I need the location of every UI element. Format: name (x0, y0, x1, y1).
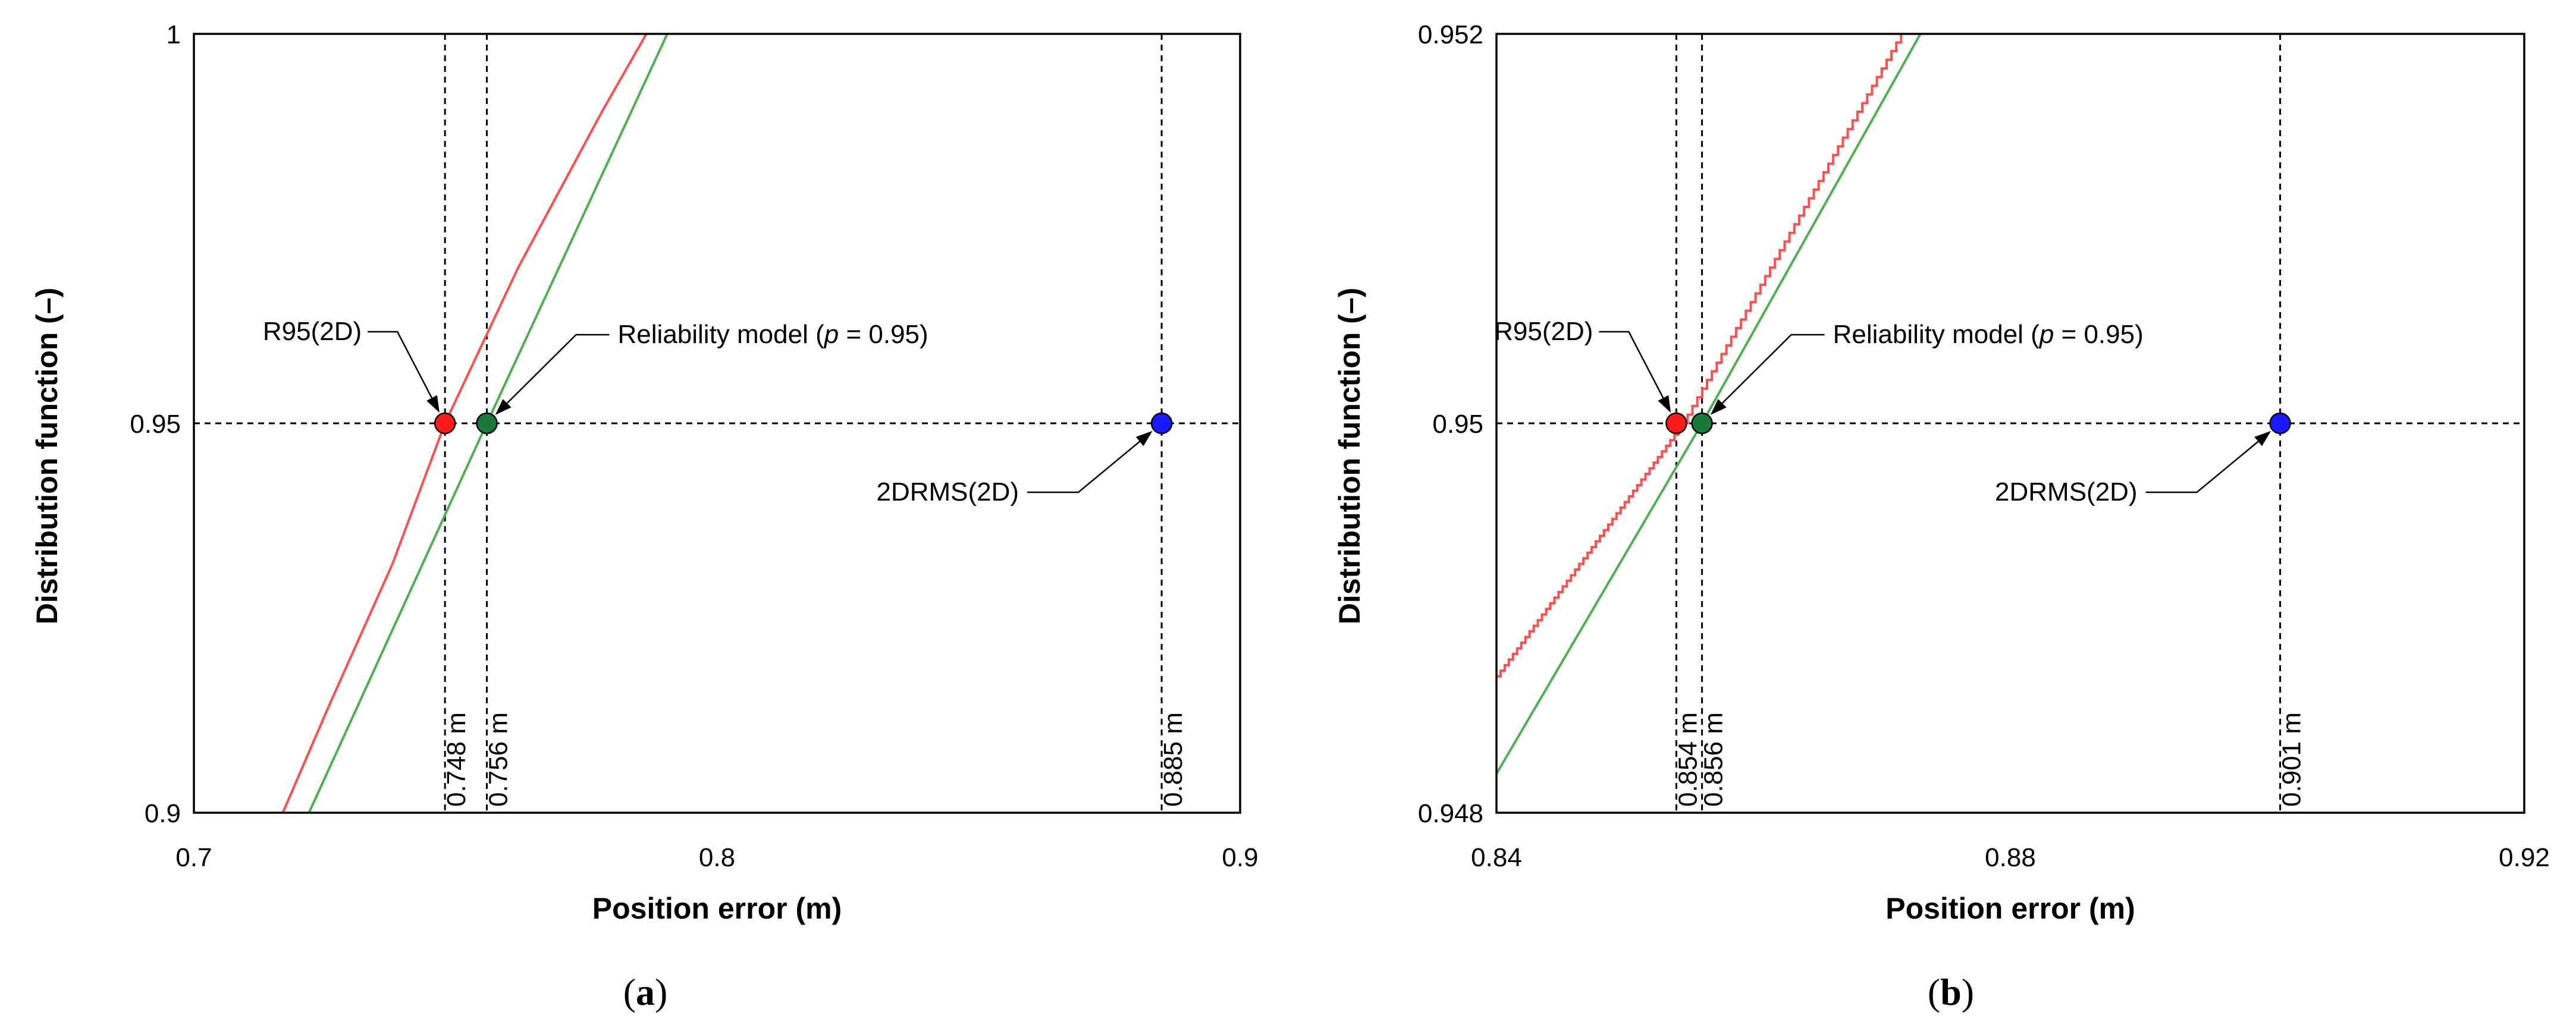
drms-arrowhead (2254, 430, 2271, 446)
panel-label: (a) (623, 971, 668, 1013)
plot-frame (1495, 33, 2525, 814)
vline-label-r95: 0.854 m (1673, 712, 1702, 807)
panel-label-letter: b (1940, 971, 1962, 1013)
y-tick-0: 0.948 (1418, 799, 1483, 828)
drms-annotation: 2DRMS(2D) (1995, 477, 2138, 507)
point-2drms (1150, 412, 1173, 435)
point-reliability-model (476, 412, 498, 435)
model-annotation-p: p (823, 320, 839, 349)
model-leader (506, 334, 610, 404)
vline-label-model: 0.756 m (484, 712, 513, 807)
model-arrowhead (1710, 399, 1727, 415)
r95-annotation: R95(2D) (1494, 317, 1593, 346)
point-r95 (1665, 412, 1687, 435)
panel-a: 0.7 0.8 0.9 0.9 0.95 1 Position error (m… (30, 20, 1259, 1013)
y-tick-2: 0.952 (1418, 20, 1483, 49)
r95-arrowhead (1658, 395, 1671, 413)
x-tick-2: 0.92 (2499, 843, 2550, 872)
model-annotation-p: p (2038, 320, 2054, 349)
y-tick-0: 0.9 (145, 799, 181, 828)
drms-leader (2145, 441, 2259, 493)
model-annotation: Reliability model (p = 0.95) (1833, 320, 2144, 349)
r95-leader (1599, 331, 1664, 398)
vline-label-2drms: 0.885 m (1159, 712, 1188, 807)
model-annotation: Reliability model (p = 0.95) (618, 320, 928, 349)
model-arrowhead (495, 399, 512, 415)
x-tick-0: 0.7 (175, 843, 212, 872)
r95-arrowhead (426, 395, 440, 413)
series-empirical (1496, 34, 1903, 678)
vline-label-2drms: 0.901 m (2277, 712, 2307, 807)
model-annotation-prefix: Reliability model ( (1833, 320, 2040, 349)
r95-leader (368, 331, 433, 398)
point-r95 (434, 412, 456, 435)
point-reliability-model (1691, 412, 1713, 435)
panel-label: (b) (1928, 971, 1974, 1013)
x-tick-0: 0.84 (1471, 843, 1522, 872)
model-annotation-suffix: = 0.95) (2054, 320, 2143, 349)
x-axis-label: Position error (m) (1885, 892, 2135, 925)
y-tick-1: 0.95 (130, 410, 181, 439)
point-2drms (2269, 412, 2291, 435)
x-tick-2: 0.9 (1222, 843, 1258, 872)
vline-label-model: 0.856 m (1699, 712, 1728, 807)
y-tick-2: 1 (167, 20, 181, 49)
model-leader (1721, 334, 1825, 404)
plot-frame (193, 33, 1241, 814)
y-tick-1: 0.95 (1432, 410, 1483, 439)
panel-label-letter: a (636, 971, 655, 1013)
vline-label-r95: 0.748 m (442, 712, 471, 807)
drms-annotation: 2DRMS(2D) (876, 477, 1019, 507)
x-axis-label: Position error (m) (592, 892, 842, 925)
drms-arrowhead (1135, 430, 1153, 446)
panel-b: 0.84 0.88 0.92 0.948 0.95 0.952 Position… (1333, 20, 2550, 1013)
series-reliability-model (1495, 33, 1922, 775)
drms-leader (1027, 441, 1140, 493)
model-annotation-prefix: Reliability model ( (618, 320, 825, 349)
x-tick-1: 0.8 (699, 843, 735, 872)
model-annotation-suffix: = 0.95) (839, 320, 928, 349)
x-tick-1: 0.88 (1985, 843, 2036, 872)
r95-annotation: R95(2D) (263, 317, 362, 346)
y-axis-label: Distribution function (–) (1333, 288, 1366, 625)
y-axis-label: Distribution function (–) (30, 288, 64, 625)
